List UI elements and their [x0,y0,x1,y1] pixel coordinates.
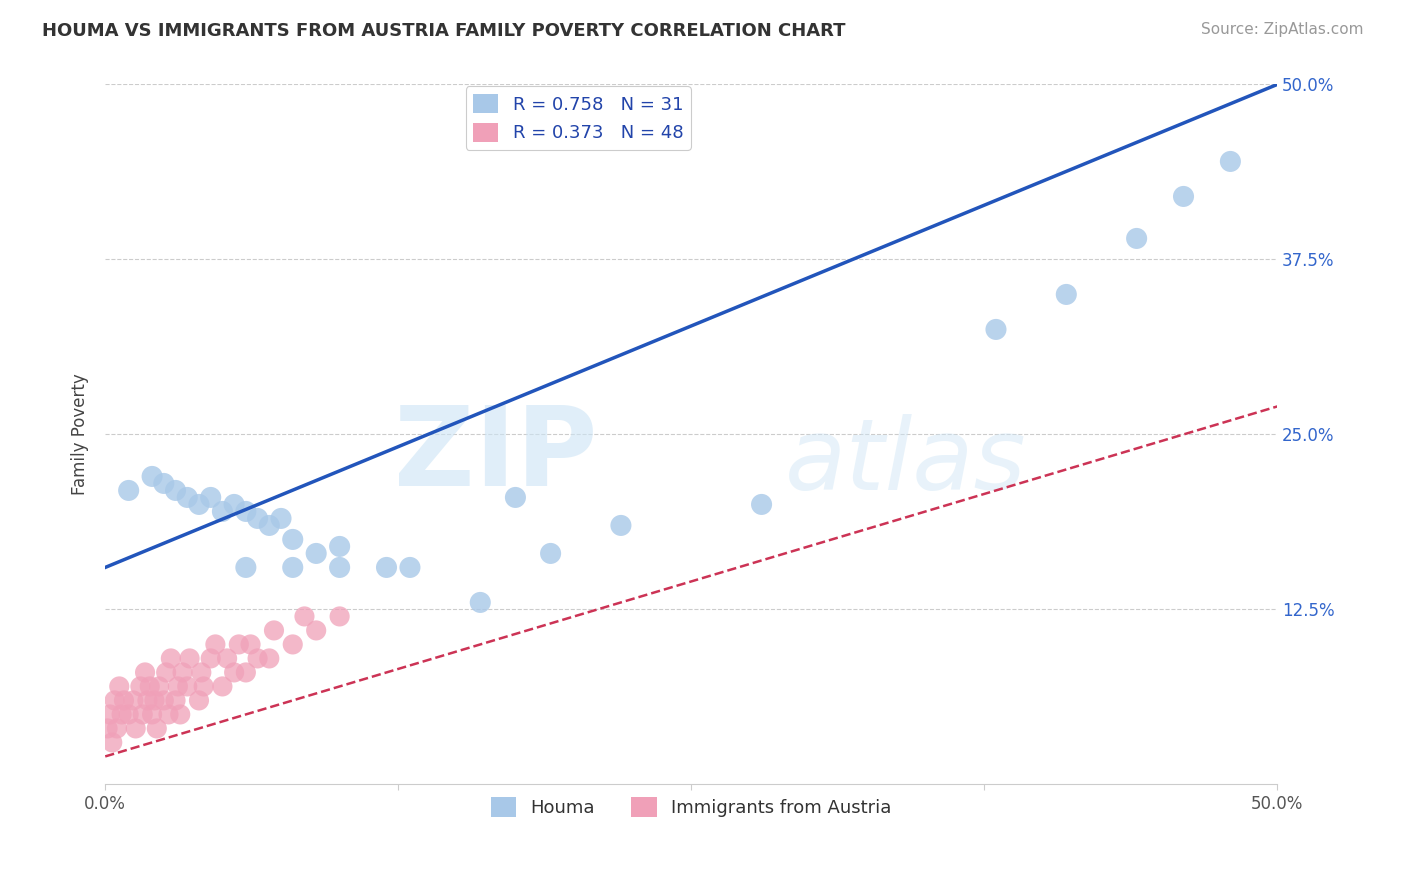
Point [108,680,131,694]
Point [153,476,176,491]
Point [141,707,163,722]
Point [188,693,211,707]
Point [148,680,170,694]
Point [146,722,169,736]
Point [200,491,222,505]
Point [305,624,328,638]
Point [118,707,141,722]
Point [263,624,285,638]
Point [165,483,187,498]
Point [139,680,162,694]
Point [155,665,177,680]
Point [200,651,222,665]
Text: Source: ZipAtlas.com: Source: ZipAtlas.com [1201,22,1364,37]
Point [217,651,239,665]
Point [211,680,233,694]
Point [172,665,194,680]
Point [329,540,352,554]
Point [294,609,316,624]
Point [235,560,257,574]
Point [235,665,257,680]
Point [281,533,304,547]
Point [105,722,128,736]
Text: HOUMA VS IMMIGRANTS FROM AUSTRIA FAMILY POVERTY CORRELATION CHART: HOUMA VS IMMIGRANTS FROM AUSTRIA FAMILY … [42,22,845,40]
Point [132,707,155,722]
Point [176,491,198,505]
Point [235,504,257,518]
Point [228,637,250,651]
Point [112,693,135,707]
Point [1125,231,1147,245]
Point [125,722,148,736]
Point [281,560,304,574]
Point [224,498,246,512]
Point [259,518,281,533]
Point [160,651,183,665]
Point [165,693,187,707]
Point [153,693,176,707]
Point [136,693,159,707]
Point [305,546,328,560]
Point [98,707,121,722]
Point [169,707,191,722]
Point [1054,287,1077,301]
Point [122,693,145,707]
Text: atlas: atlas [785,414,1026,511]
Point [103,693,125,707]
Point [375,560,398,574]
Point [193,680,215,694]
Point [101,735,124,749]
Point [246,651,269,665]
Point [167,680,190,694]
Text: ZIP: ZIP [394,402,598,509]
Point [281,637,304,651]
Point [211,504,233,518]
Point [190,665,212,680]
Point [329,560,352,574]
Point [270,511,292,525]
Legend: Houma, Immigrants from Austria: Houma, Immigrants from Austria [484,790,898,824]
Point [540,546,562,560]
Point [1219,154,1241,169]
Point [204,637,226,651]
Point [259,651,281,665]
Point [118,483,141,498]
Point [157,707,180,722]
Point [111,707,134,722]
Point [1173,189,1195,203]
Point [329,609,352,624]
Point [246,511,269,525]
Point [134,665,156,680]
Point [96,722,118,736]
Point [179,651,201,665]
Point [239,637,262,651]
Point [984,322,1007,336]
Y-axis label: Family Poverty: Family Poverty [72,374,89,495]
Point [751,498,773,512]
Point [129,680,152,694]
Point [188,498,211,512]
Point [505,491,527,505]
Point [176,680,198,694]
Point [143,693,166,707]
Point [470,595,492,609]
Point [141,469,163,483]
Point [399,560,422,574]
Point [610,518,633,533]
Point [224,665,246,680]
